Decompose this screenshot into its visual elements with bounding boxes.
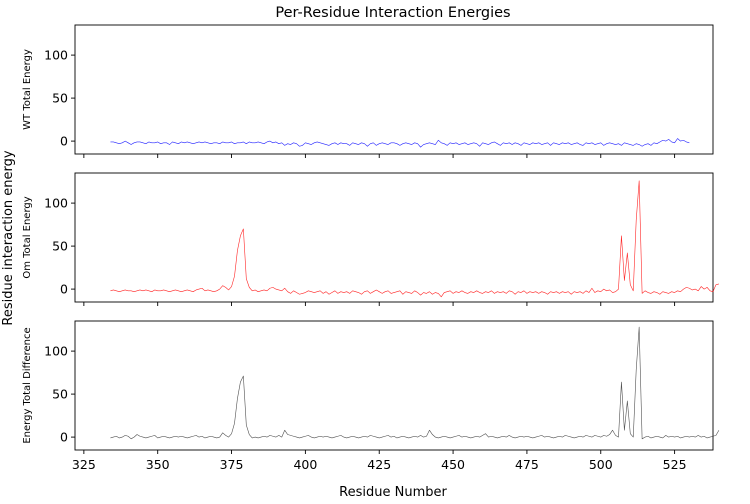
subplot-frame: [74, 172, 714, 303]
y-tick-label: 100: [44, 344, 68, 359]
y-tick-label: 100: [44, 196, 68, 211]
x-axis-label: Residue Number: [339, 485, 447, 500]
y-tick-label: 50: [52, 387, 68, 402]
x-tick-label: 425: [367, 457, 391, 472]
y-tick-label: 50: [52, 91, 68, 106]
subplot-frame: [74, 320, 714, 451]
y-tick-label: 0: [60, 134, 68, 149]
chart-title: Per-Residue Interaction Energies: [275, 5, 510, 21]
x-tick-label: 500: [589, 457, 613, 472]
y-tick-label: 0: [60, 430, 68, 445]
x-tick-label: 525: [663, 457, 687, 472]
series-line-1: [110, 138, 690, 148]
x-tick-label: 400: [293, 457, 317, 472]
subplot-1: 0 50 100 WT Total Energy: [22, 24, 714, 158]
subplot-ylabel: WT Total Energy: [22, 49, 33, 130]
y-tick-label: 50: [52, 239, 68, 254]
subplot-frame: [74, 24, 714, 155]
subplot-ylabel: Om Total Energy: [22, 196, 33, 278]
subplot-3: 0 50 100 325 350 375 400 425 450 475 500 525 Energy …: [22, 320, 720, 472]
y-axis-label: Residue interaction energy: [1, 150, 16, 325]
subplot-2: 0 50 100 Om Total Energy: [22, 172, 719, 306]
x-tick-label: 375: [220, 457, 244, 472]
subplot-ylabel: Energy Total Difference: [22, 327, 33, 443]
y-tick-label: 0: [60, 282, 68, 297]
x-tick-label: 325: [72, 457, 96, 472]
x-tick-label: 350: [146, 457, 170, 472]
y-tick-label: 100: [44, 48, 68, 63]
series-line-2: [110, 180, 719, 298]
series-line-3: [110, 326, 720, 440]
subplots: 0 50 100 WT Total Energy 0 50 100 Om Total Ener…: [22, 24, 720, 472]
x-tick-label: 450: [441, 457, 465, 472]
x-tick-label: 475: [515, 457, 539, 472]
